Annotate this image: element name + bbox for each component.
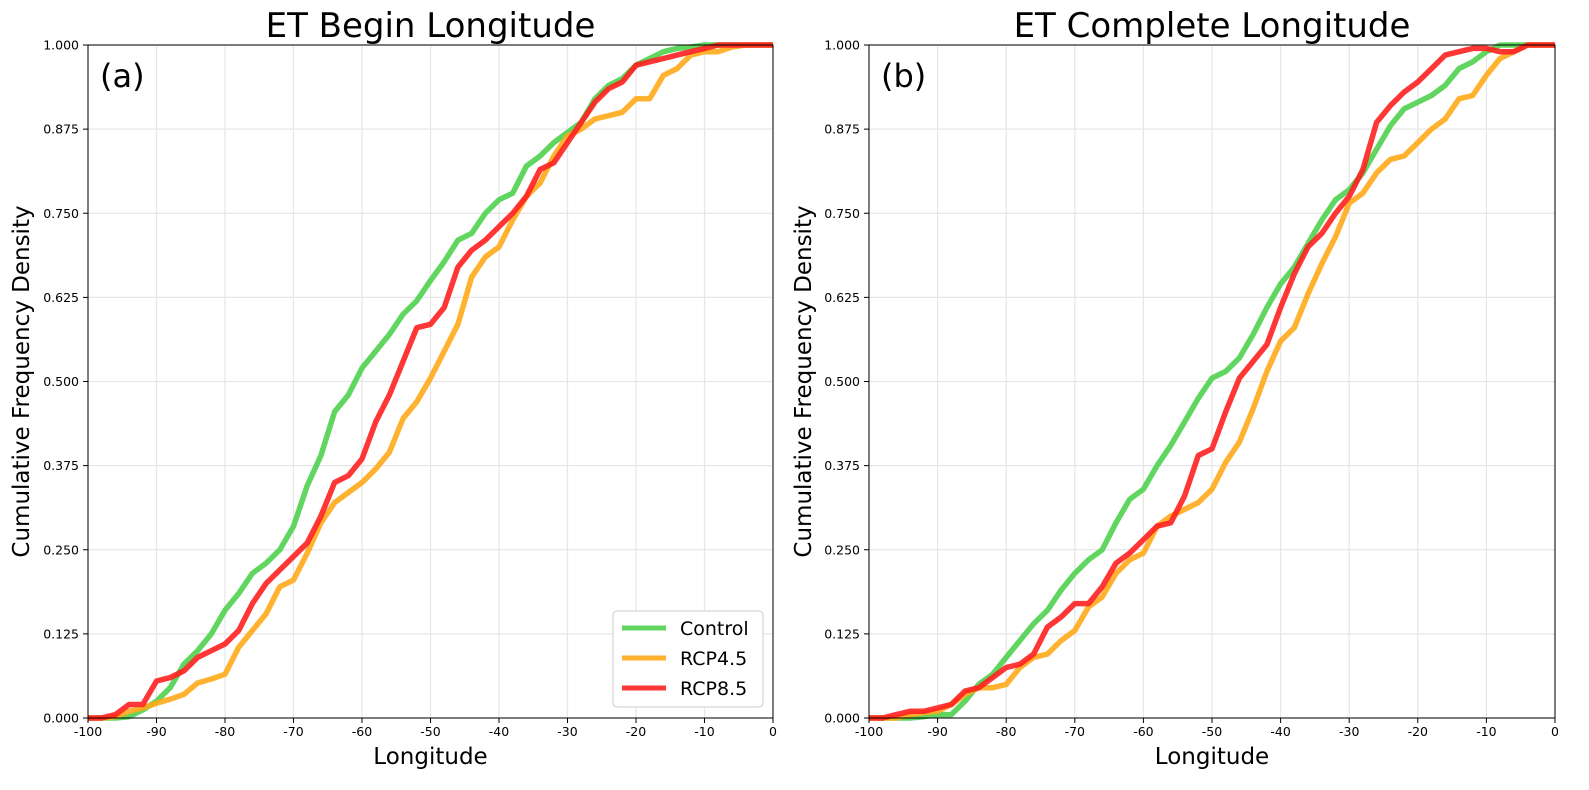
panel-b-label: (b) [881, 57, 926, 95]
panel-a-x-tick-label: -80 [215, 724, 235, 739]
panel-a-x-tick-label: -60 [352, 724, 372, 739]
panel-a-y-axis-label: Cumulative Frequency Density [9, 205, 35, 557]
panel-b-y-ticks: 0.000 0.125 0.250 0.375 0.500 0.625 0.750 0.875… [824, 38, 869, 726]
panel-b: -100 -90 -80 -70 -60 -50 -40 -30 -20 -10 0 0.0000.… [791, 6, 1559, 770]
panel-a-title: ET Begin Longitude [266, 6, 596, 46]
panel-b-y-axis-label: Cumulative Frequency Density [791, 205, 817, 557]
panel-a-x-tick-label: 0 [769, 724, 777, 739]
panel-a-y-tick-label: 0.750 [43, 206, 79, 221]
panel-b-x-ticks: -100 -90 -80 -70 -60 -50 -40 -30 -20 -10 0 [855, 718, 1559, 739]
panel-b-y-tick-label: 0.125 [824, 626, 860, 641]
panel-b-x-tick-label: -70 [1065, 724, 1085, 739]
panel-a-series-rcp85 [88, 42, 773, 721]
panel-b-lines [869, 42, 1555, 721]
panel-b-y-tick-label: 0.750 [824, 206, 860, 221]
panel-a-label: (a) [100, 57, 145, 95]
panel-a-y-tick-label: 0.625 [43, 290, 79, 305]
panel-a-x-ticks: -100 -90 -80 -70 -60 -50 -40 -30 -20 -10 0 [74, 718, 777, 739]
panel-a-x-tick-label: -20 [626, 724, 646, 739]
panel-b-y-tick-label: 1.000 [824, 38, 860, 53]
legend-label-rcp85: RCP8.5 [680, 678, 747, 700]
panel-b-y-tick-label: 0.500 [824, 374, 860, 389]
panel-b-y-tick-label: 0.875 [824, 122, 860, 137]
panel-b-y-tick-label: 0.625 [824, 290, 860, 305]
panel-a: -100 -90 -80 -70 -60 -50 -40 -30 -20 -10 0 0.0000.… [9, 6, 777, 770]
panel-a-y-tick-label: 0.500 [43, 374, 79, 389]
panel-a-series-control [88, 42, 773, 721]
panel-b-title: ET Complete Longitude [1014, 6, 1411, 46]
panel-a-x-tick-label: -10 [694, 724, 714, 739]
panel-b-y-tick-label: 0.375 [824, 458, 860, 473]
panel-a-y-tick-label: 0.250 [43, 542, 79, 557]
panel-b-x-tick-label: 0 [1551, 724, 1559, 739]
panel-b-y-tick-label: 0.000 [824, 711, 860, 726]
panel-b-x-tick-label: -60 [1133, 724, 1153, 739]
panel-a-x-axis-label: Longitude [373, 744, 487, 770]
panel-a-x-tick-label: -40 [489, 724, 509, 739]
panel-a-x-tick-label: -90 [146, 724, 166, 739]
panel-a-y-tick-label: 0.875 [43, 122, 79, 137]
panel-b-x-axis-label: Longitude [1155, 744, 1269, 770]
legend-label-rcp45: RCP4.5 [680, 648, 747, 670]
panel-b-y-tick-label: 0.250 [824, 542, 860, 557]
panel-a-y-tick-label: 1.000 [43, 38, 79, 53]
panel-b-series-rcp85 [869, 42, 1555, 721]
panel-a-x-tick-label: -30 [557, 724, 577, 739]
panel-b-x-tick-label: -40 [1270, 724, 1290, 739]
panel-a-x-tick-label: -70 [283, 724, 303, 739]
panel-a-series-rcp45 [88, 42, 773, 721]
legend-label-control: Control [680, 618, 749, 640]
panel-a-y-tick-label: 0.000 [43, 711, 79, 726]
panel-b-x-tick-label: -30 [1339, 724, 1359, 739]
panel-a-x-tick-label: -50 [420, 724, 440, 739]
panel-a-y-tick-label: 0.375 [43, 458, 79, 473]
panel-b-x-tick-label: -90 [927, 724, 947, 739]
legend-box [612, 610, 764, 708]
panel-a-x-tick-label: -100 [74, 724, 102, 739]
panel-a-lines [88, 42, 773, 721]
panel-b-x-tick-label: -100 [855, 724, 883, 739]
panel-b-x-tick-label: -50 [1202, 724, 1222, 739]
panel-a-y-tick-label: 0.125 [43, 626, 79, 641]
panel-a-y-ticks: 0.000 0.125 0.250 0.375 0.500 0.625 0.750 0.875… [43, 38, 88, 726]
legend: Control RCP4.5 RCP8.5 [612, 610, 764, 708]
panel-b-x-tick-label: -20 [1408, 724, 1428, 739]
panel-b-x-tick-label: -80 [996, 724, 1016, 739]
panel-b-x-tick-label: -10 [1476, 724, 1496, 739]
